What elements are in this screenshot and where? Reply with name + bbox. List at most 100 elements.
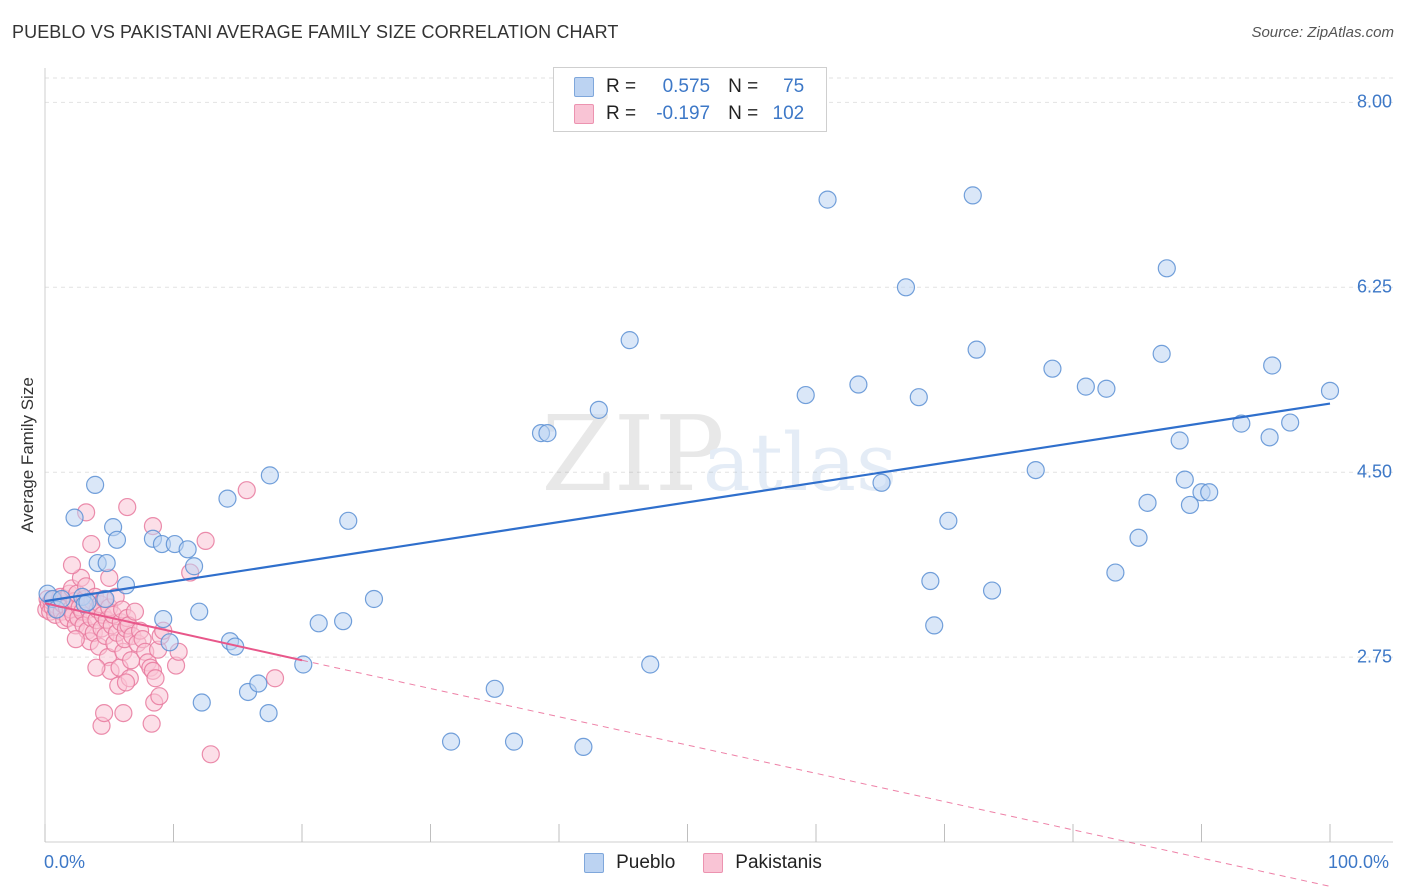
- pueblo-point-55: [967, 340, 986, 359]
- pueblo-point-58: [1043, 359, 1062, 378]
- pakistanis-point-99: [265, 669, 285, 688]
- pueblo-point-64: [1152, 344, 1171, 363]
- pueblo-point-67: [1175, 470, 1194, 489]
- pueblo-point-14: [116, 576, 136, 595]
- pakistanis-r-label: R =: [606, 103, 637, 124]
- legend-pakistanis-swatch: [703, 853, 724, 873]
- pakistanis-point-93: [114, 704, 133, 723]
- pakistanis-point-90: [142, 714, 161, 733]
- pueblo-r-value: 0.575: [662, 76, 711, 97]
- axes: [44, 68, 1393, 843]
- y-tick-label-2: 6.25: [1356, 276, 1392, 297]
- pakistanis-point-87: [100, 568, 119, 587]
- pueblo-point-66: [1170, 431, 1189, 450]
- pueblo-point-57: [1026, 460, 1045, 480]
- x-tick-max: 100.0%: [1328, 852, 1390, 872]
- pakistanis-point-76: [146, 669, 165, 688]
- pueblo-point-59: [1076, 377, 1095, 396]
- pakistanis-point-83: [196, 531, 215, 550]
- pueblo-point-11: [97, 553, 116, 573]
- pakistanis-n-label: N =: [728, 103, 759, 124]
- pakistanis-point-96: [116, 673, 136, 692]
- legend-item-pakistanis[interactable]: Pakistanis: [703, 852, 822, 874]
- pakistanis-point-68: [125, 602, 145, 621]
- pueblo-n-label: N =: [728, 76, 759, 97]
- pakistanis-trend-line: [44, 602, 303, 662]
- pueblo-point-45: [796, 385, 815, 405]
- pueblo-point-46: [818, 190, 837, 209]
- legend-pueblo-swatch: [584, 853, 605, 873]
- pueblo-point-63: [1138, 493, 1157, 512]
- pueblo-point-44: [641, 655, 660, 674]
- pueblo-point-13: [107, 530, 127, 549]
- pakistanis-point-85: [237, 481, 256, 500]
- watermark-atlas: atlas: [703, 416, 897, 509]
- pueblo-point-4: [65, 508, 84, 527]
- legend-pakistanis-label: Pakistanis: [735, 852, 822, 873]
- pueblo-swatch: [574, 77, 594, 97]
- pueblo-point-62: [1129, 528, 1148, 547]
- pueblo-point-51: [921, 571, 940, 591]
- y-tick-label-0: 2.75: [1356, 646, 1392, 667]
- pueblo-point-49: [896, 278, 916, 297]
- pueblo-point-17: [154, 609, 173, 629]
- pueblo-point-56: [982, 581, 1002, 600]
- pakistanis-point-101: [66, 630, 85, 649]
- pakistanis-point-100: [87, 658, 106, 677]
- pueblo-trend-line: [44, 402, 1331, 603]
- pueblo-point-43: [620, 331, 639, 350]
- watermark-zip: ZIP: [541, 393, 724, 515]
- pueblo-point-33: [334, 612, 353, 631]
- pueblo-point-68: [1180, 495, 1200, 515]
- source-credit: Source: ZipAtlas.com: [1251, 24, 1394, 41]
- legend: Pueblo Pakistanis: [0, 852, 1406, 874]
- pueblo-point-61: [1106, 563, 1125, 582]
- pakistanis-n-value: 102: [772, 103, 805, 124]
- pueblo-point-75: [1320, 381, 1340, 400]
- pueblo-point-54: [963, 186, 982, 205]
- pueblo-point-73: [1263, 356, 1282, 375]
- pueblo-point-37: [485, 679, 504, 698]
- pueblo-point-42: [589, 400, 608, 419]
- x-tick-min: 0.0%: [44, 852, 86, 872]
- pueblo-point-24: [218, 489, 237, 508]
- chart-title: PUEBLO VS PAKISTANI AVERAGE FAMILY SIZE …: [12, 22, 619, 42]
- legend-pueblo-label: Pueblo: [616, 852, 676, 873]
- pueblo-point-38: [504, 732, 524, 751]
- pakistanis-r-value: -0.197: [656, 103, 711, 124]
- pueblo-point-8: [86, 475, 105, 494]
- pueblo-point-28: [249, 674, 268, 693]
- pueblo-point-22: [190, 602, 209, 621]
- legend-item-pueblo[interactable]: Pueblo: [584, 852, 675, 874]
- pakistanis-point-81: [118, 497, 137, 517]
- pueblo-point-18: [160, 633, 179, 652]
- pueblo-point-60: [1097, 379, 1116, 398]
- pakistanis-point-91: [201, 745, 220, 764]
- stats-row-pueblo: R = 0.575 N = 75: [574, 74, 804, 100]
- pueblo-point-21: [184, 557, 204, 576]
- pueblo-point-65: [1157, 259, 1176, 278]
- pueblo-n-value: 75: [783, 76, 805, 97]
- pueblo-point-30: [260, 466, 279, 485]
- pueblo-point-10: [96, 589, 115, 609]
- pueblo-point-70: [1200, 483, 1219, 502]
- pueblo-point-40: [538, 424, 557, 443]
- pueblo-point-48: [872, 473, 891, 492]
- pueblo-point-72: [1260, 428, 1279, 447]
- y-tick-label-3: 8.00: [1356, 91, 1392, 112]
- pakistanis-swatch: [574, 104, 594, 124]
- pueblo-point-50: [909, 388, 928, 407]
- pakistanis-point-86: [82, 534, 101, 554]
- stats-box: R = 0.575 N = 75 R = -0.197 N = 102: [553, 67, 827, 132]
- pueblo-point-47: [849, 375, 868, 394]
- pueblo-point-52: [925, 616, 944, 635]
- pueblo-point-35: [364, 589, 384, 609]
- pueblo-point-53: [939, 511, 958, 530]
- pueblo-point-20: [178, 540, 197, 559]
- pueblo-r-label: R =: [606, 76, 637, 97]
- zipatlas-watermark: ZIP atlas: [541, 393, 897, 515]
- pakistanis-point-88: [62, 556, 82, 575]
- stats-row-pakistanis: R = -0.197 N = 102: [574, 101, 804, 127]
- pueblo-point-23: [192, 693, 211, 712]
